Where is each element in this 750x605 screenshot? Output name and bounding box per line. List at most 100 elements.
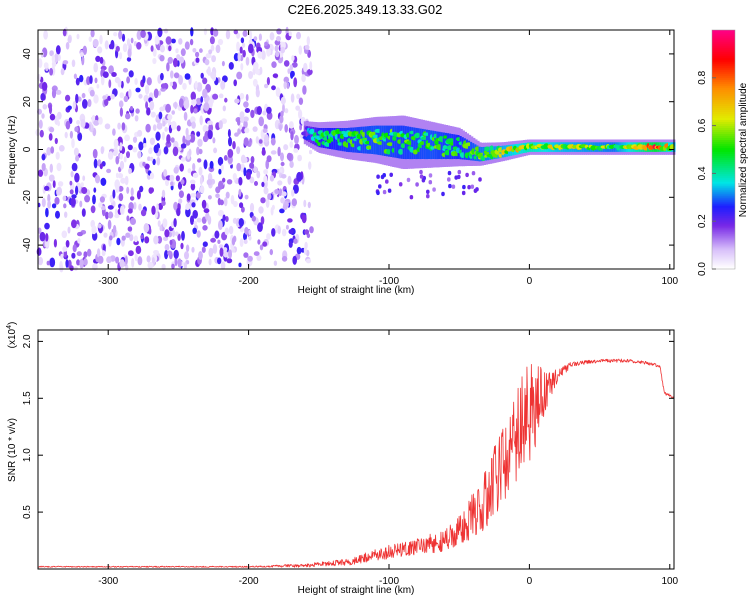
- spectrogram-noise-cell: [64, 131, 68, 139]
- spectrogram-noise-cell: [243, 137, 249, 147]
- spectrogram-noise-cell: [239, 46, 243, 54]
- spectrogram-noise-cell: [196, 146, 200, 156]
- spectrogram-signal-band: [451, 134, 455, 160]
- spectrogram-noise-cell: [243, 252, 249, 258]
- spectrogram-noise-cell: [255, 68, 260, 75]
- colorbar-swatch: [712, 97, 735, 101]
- spectrogram-noise-cell: [198, 251, 203, 260]
- colorbar-swatch: [712, 215, 735, 218]
- spectrogram-noise-cell: [198, 148, 203, 155]
- spectrogram-noise-cell: [266, 47, 271, 57]
- spectrogram-noise-cell: [281, 191, 287, 197]
- spectrogram-noise-cell: [223, 251, 229, 258]
- spectrogram-noise-cell: [118, 30, 123, 40]
- spectrogram-noise-cell: [56, 186, 62, 196]
- spectrogram-signal-blob: [400, 143, 406, 149]
- spectrogram-noise-cell: [80, 118, 86, 128]
- colorbar-tick-label: 0.6: [697, 118, 708, 132]
- spectrogram-noise-cell: [80, 182, 84, 188]
- spectrogram-noise-cell: [57, 181, 64, 187]
- spectrogram-noise-cell: [62, 60, 69, 65]
- colorbar-swatch: [712, 227, 735, 230]
- spectrogram-noise-cell: [232, 141, 236, 150]
- spectrogram-noise-cell: [156, 122, 163, 130]
- spectrogram-noise-cell: [454, 175, 459, 180]
- colorbar-swatch: [712, 33, 735, 37]
- spectrogram-noise-cell: [209, 36, 215, 45]
- spectrogram-noise-cell: [215, 44, 221, 54]
- spectrogram-noise-cell: [255, 136, 259, 144]
- spectrogram-noise-cell: [104, 123, 111, 130]
- colorbar-swatch: [712, 239, 735, 242]
- spectrogram-noise-cell: [173, 57, 178, 68]
- spectrogram-noise-cell: [189, 179, 196, 185]
- spectrogram-signal-blob: [412, 149, 418, 155]
- spectrogram-noise-cell: [79, 258, 84, 269]
- spectrogram-noise-cell: [376, 174, 380, 179]
- spectrogram-noise-cell: [84, 195, 91, 203]
- spectrogram-noise-cell: [173, 166, 179, 174]
- spectrogram-noise-cell: [69, 265, 74, 272]
- spectrogram-noise-cell: [62, 195, 67, 201]
- spectrogram-noise-cell: [260, 197, 266, 204]
- spectrogram-noise-cell: [70, 171, 74, 178]
- spectrogram-noise-cell: [139, 185, 144, 193]
- spectrogram-noise-cell: [298, 97, 304, 105]
- spectrogram-noise-cell: [115, 172, 119, 179]
- spectrogram-noise-cell: [79, 200, 83, 208]
- spectrogram-noise-cell: [114, 208, 118, 216]
- colorbar-swatch: [712, 207, 735, 210]
- spectrogram-noise-cell: [237, 118, 241, 126]
- snr-y-ticks: 0.5 1.0 1.5 2.0: [22, 334, 674, 519]
- spectrogram-noise-cell: [105, 211, 109, 220]
- spectrogram-noise-cell: [182, 135, 186, 145]
- spectrogram-noise-cell: [382, 189, 387, 195]
- spectrogram-noise-cell: [159, 225, 163, 232]
- spectrogram-noise-cell: [307, 68, 313, 76]
- spectrogram-noise-cell: [97, 223, 102, 229]
- colorbar-swatch: [712, 69, 735, 73]
- spectrogram-noise-cell: [233, 200, 238, 208]
- spectrogram-noise-cell: [90, 205, 96, 214]
- spectrogram-noise-cell: [145, 123, 151, 133]
- colorbar-swatch: [712, 103, 735, 107]
- spectrogram-noise-cell: [190, 182, 196, 191]
- spectrogram-signal-band: [392, 125, 396, 158]
- colorbar-swatch: [712, 171, 735, 174]
- spectrogram-noise-cell: [199, 176, 203, 186]
- spectrogram-noise-cell: [376, 190, 380, 196]
- spectrogram-noise-cell: [281, 255, 288, 262]
- spectrogram-noise-cell: [282, 204, 288, 211]
- spectrogram-noise-cell: [162, 218, 168, 228]
- spectrogram-noise-cell: [217, 257, 222, 265]
- spectrogram-noise-cell: [122, 67, 129, 73]
- colorbar-swatch: [712, 131, 735, 134]
- spectrogram-noise-cell: [294, 134, 299, 145]
- spectrogram-noise-cell: [239, 202, 244, 209]
- spectrogram-noise-cell: [126, 186, 130, 194]
- colorbar-swatch: [712, 259, 735, 262]
- spectrogram-noise-cell: [174, 256, 178, 267]
- spectrogram-noise-cell: [212, 93, 219, 100]
- spectrogram-noise-cell: [173, 249, 179, 259]
- spectrogram-noise-cell: [296, 31, 301, 40]
- spectrogram-noise-cell: [256, 106, 262, 115]
- spectrogram-noise-cell: [127, 208, 133, 214]
- spectrogram-noise-cell: [130, 187, 134, 197]
- x-tick-label: -300: [98, 576, 118, 587]
- spectrogram-noise-cell: [233, 29, 238, 35]
- spectrogram-noise-cell: [159, 106, 166, 112]
- colorbar-swatch: [712, 253, 735, 256]
- colorbar-swatch: [712, 127, 735, 130]
- spectrogram-noise-cell: [138, 93, 143, 99]
- spectrogram-noise-cell: [99, 196, 105, 203]
- spectrogram-noise-cell: [142, 161, 146, 167]
- spectrogram-noise-cell: [113, 138, 119, 149]
- spectrogram-noise-cell: [302, 85, 307, 95]
- spectrogram-noise-cell: [295, 105, 301, 111]
- spectrogram-noise-cell: [40, 93, 46, 101]
- spectrogram-noise-cell: [260, 216, 265, 225]
- colorbar-swatch: [712, 105, 735, 109]
- spectrogram-noise-cell: [289, 160, 294, 168]
- spectrogram-noise-cell: [293, 148, 299, 153]
